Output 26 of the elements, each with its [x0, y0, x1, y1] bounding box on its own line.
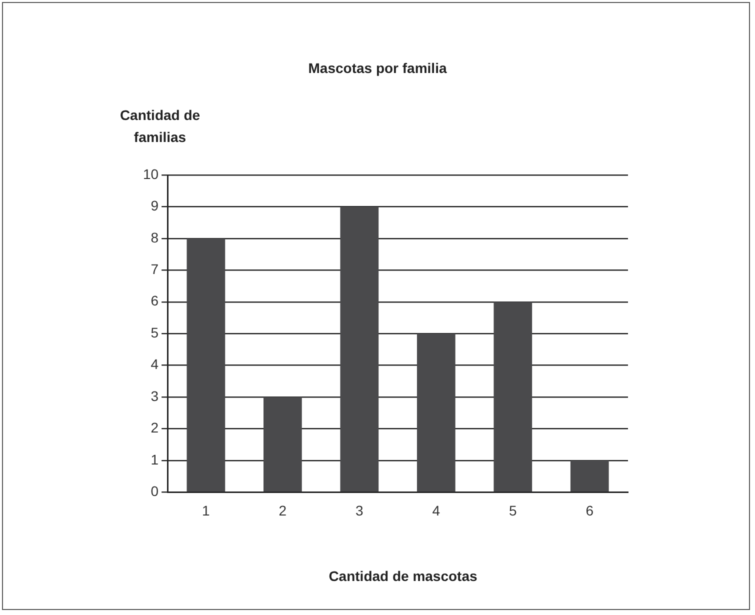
x-tick-label: 3 — [356, 502, 364, 518]
x-tick-label: 1 — [202, 502, 210, 518]
bar — [494, 302, 532, 492]
bar — [416, 334, 456, 492]
y-tick-label: 2 — [150, 420, 159, 436]
x-tick-label: 5 — [508, 502, 517, 518]
x-tick-label: 6 — [586, 502, 594, 518]
x-axis-title: Cantidad de mascotas — [328, 568, 478, 584]
chart-title: Mascotas por familia — [307, 60, 448, 76]
bar — [340, 206, 379, 492]
y-tick-label: 1 — [150, 451, 159, 468]
y-tick-label: 8 — [150, 229, 159, 246]
y-tick-label: 4 — [150, 356, 159, 372]
y-tick-label: 0 — [150, 483, 159, 500]
y-tick-label: 10 — [142, 166, 159, 182]
x-tick-label: 2 — [278, 502, 287, 518]
bar — [263, 397, 302, 492]
bar — [186, 238, 226, 492]
y-tick-label: 3 — [150, 388, 159, 404]
y-tick-label: 9 — [150, 198, 159, 214]
y-tick-label: 7 — [150, 261, 159, 278]
y-tick-label: 6 — [150, 292, 159, 309]
x-tick-label: 4 — [432, 502, 440, 518]
y-axis-title: Cantidad de familias — [118, 106, 202, 147]
y-tick-label: 5 — [150, 324, 159, 340]
bar — [570, 460, 609, 492]
